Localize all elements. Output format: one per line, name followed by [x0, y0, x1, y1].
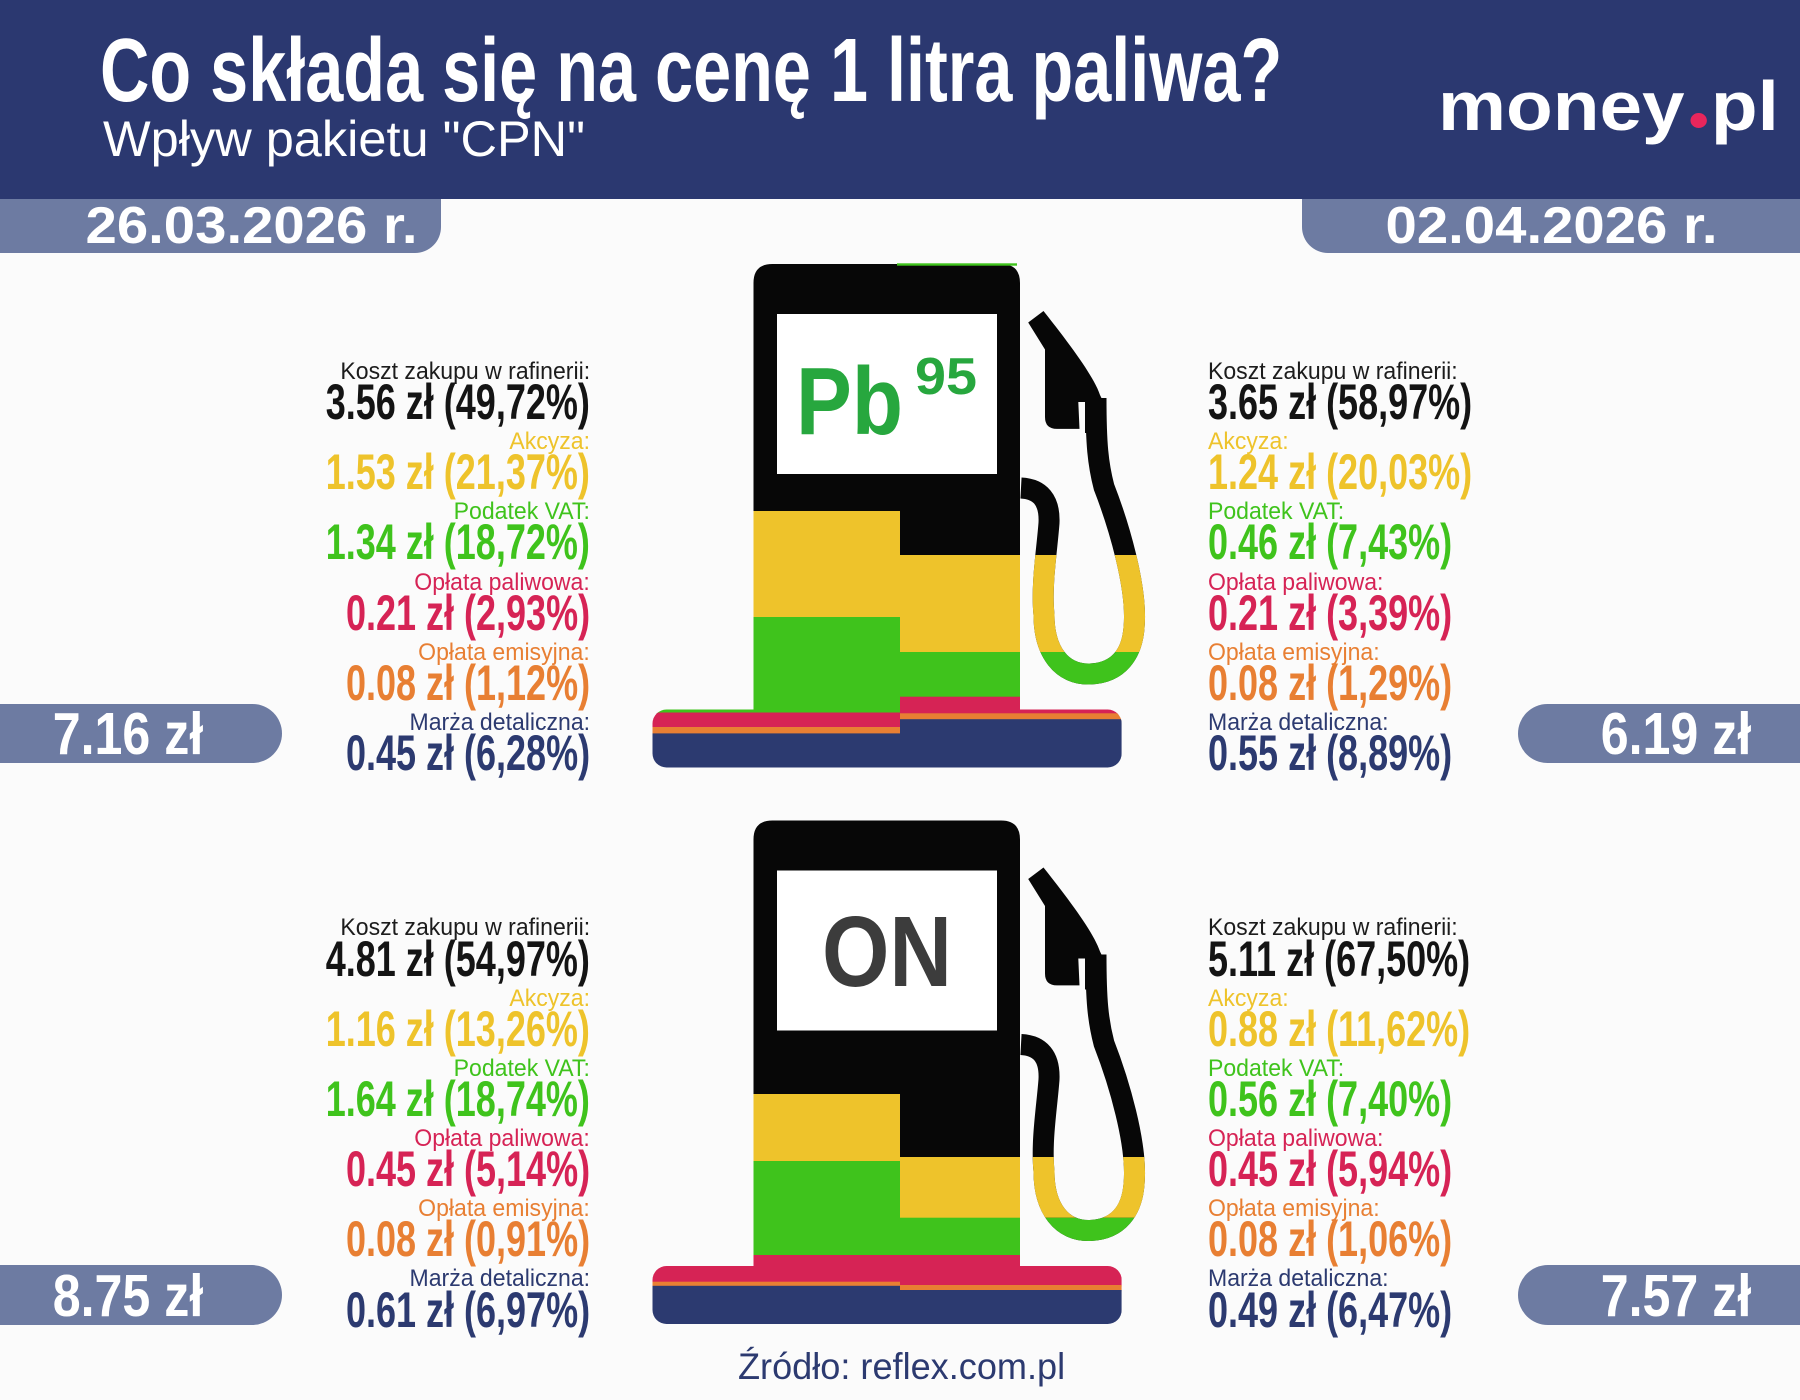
- svg-text:Pb: Pb: [796, 348, 903, 455]
- svg-text:ON: ON: [822, 896, 952, 1008]
- svg-text:95: 95: [915, 348, 977, 406]
